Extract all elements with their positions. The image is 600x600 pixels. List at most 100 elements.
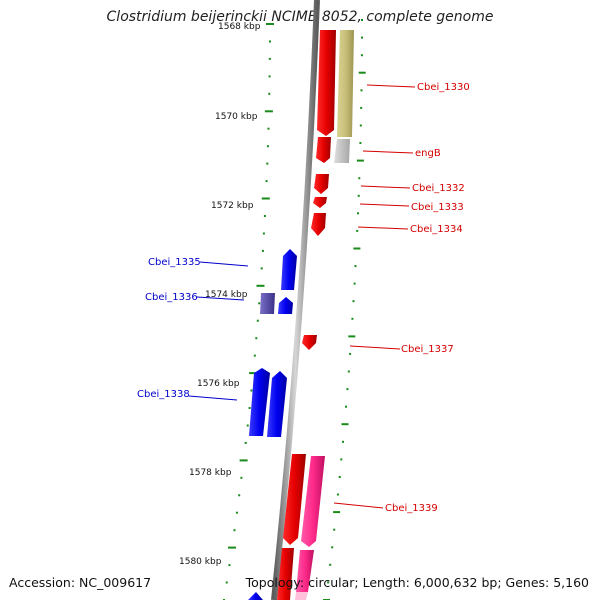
- topology-summary: Topology: circular; Length: 6,000,632 bp…: [245, 575, 589, 590]
- ring-tick: [346, 388, 349, 391]
- gene-cbei-1339[interactable]: [283, 454, 306, 545]
- inner-tick-ring: [223, 23, 274, 600]
- gene-cbei-1335[interactable]: [281, 249, 297, 290]
- genome-backbone: [271, 0, 320, 600]
- ring-tick: [260, 267, 263, 270]
- ring-tick: [351, 317, 354, 320]
- ring-tick: [253, 354, 256, 357]
- ring-tick: [228, 564, 231, 567]
- ring-tick: [329, 563, 332, 566]
- tick-label: 1580 kbp: [179, 557, 222, 567]
- ring-tick: [266, 23, 274, 25]
- ring-tick: [255, 337, 258, 340]
- ring-tick: [263, 215, 266, 217]
- ring-tick: [246, 424, 249, 427]
- gene-label: Cbei_1336: [145, 292, 198, 303]
- gene-cbei-1333[interactable]: [313, 197, 327, 208]
- ring-tick: [262, 232, 265, 235]
- ring-tick: [353, 282, 356, 285]
- gene-engb[interactable]: [316, 137, 331, 163]
- gene-partial-red[interactable]: [277, 548, 294, 600]
- ring-tick: [356, 229, 359, 232]
- ring-tick: [360, 89, 363, 92]
- ring-tick: [235, 511, 238, 514]
- position-ticks: 1568 kbp 1570 kbp 1572 kbp 1574 kbp 1576…: [179, 22, 261, 567]
- ring-tick: [256, 319, 259, 322]
- olive-feature: [337, 30, 354, 137]
- ring-tick: [358, 177, 361, 180]
- gene-cbei-1338[interactable]: [249, 368, 270, 436]
- ring-tick: [356, 159, 364, 162]
- gene-label: Cbei_1330: [417, 82, 470, 93]
- ring-tick: [359, 124, 362, 127]
- ring-tick: [269, 40, 271, 43]
- ring-tick: [267, 127, 270, 130]
- gene-label: Cbei_1338: [137, 389, 190, 400]
- ring-tick: [264, 110, 273, 113]
- ring-tick: [239, 459, 248, 462]
- ring-tick: [261, 249, 264, 252]
- gene-cbei-1330[interactable]: [317, 30, 336, 136]
- gene-cbei-1332[interactable]: [314, 174, 329, 194]
- grey-feature: [334, 139, 350, 163]
- gene-label: Cbei_1334: [410, 224, 463, 235]
- ring-tick: [360, 106, 363, 109]
- ring-tick: [228, 546, 236, 549]
- gene-label: Cbei_1333: [411, 202, 464, 213]
- pink-feature-light: [295, 592, 308, 600]
- ring-tick: [238, 494, 241, 497]
- ring-tick: [331, 546, 334, 549]
- ring-tick: [348, 335, 356, 338]
- purple-feature: [260, 293, 275, 314]
- ring-tick: [338, 476, 341, 478]
- ring-tick: [342, 440, 344, 443]
- gene-cbei-1334[interactable]: [311, 213, 326, 236]
- ring-tick: [268, 92, 271, 95]
- ring-tick: [359, 142, 362, 144]
- gene-cbei-1337[interactable]: [302, 335, 317, 350]
- gene-labels: Cbei_1330 engB Cbei_1332 Cbei_1333 Cbei_…: [137, 82, 470, 514]
- gene-label: Cbei_1332: [412, 183, 465, 194]
- ring-tick: [357, 194, 360, 197]
- ring-tick: [233, 529, 236, 532]
- ring-tick: [327, 581, 330, 584]
- ring-tick: [333, 528, 336, 531]
- ring-tick: [244, 441, 247, 444]
- ring-tick: [361, 36, 363, 39]
- ring-tick: [266, 162, 269, 165]
- ring-tick: [361, 19, 363, 21]
- gene-label: engB: [415, 148, 441, 159]
- ring-tick: [336, 493, 339, 496]
- ring-tick: [353, 247, 361, 250]
- ring-tick: [345, 405, 347, 408]
- ring-tick: [258, 302, 261, 305]
- ring-tick: [265, 180, 268, 183]
- gene-cbei-1336[interactable]: [278, 297, 293, 314]
- tick-label: 1574 kbp: [205, 290, 248, 300]
- ring-tick: [250, 389, 253, 392]
- ring-tick: [240, 476, 243, 479]
- ring-tick: [333, 511, 341, 514]
- ring-tick: [341, 423, 349, 426]
- map-title: Clostridium beijerinckii NCIMB 8052, com…: [106, 9, 494, 25]
- ring-tick: [358, 71, 366, 74]
- ring-tick: [268, 75, 271, 78]
- tick-label: 1576 kbp: [197, 379, 240, 389]
- ring-tick: [360, 54, 363, 57]
- forward-strand-genes: [248, 249, 297, 600]
- ring-tick: [349, 352, 352, 355]
- tick-label: 1578 kbp: [189, 468, 232, 478]
- ring-tick: [354, 265, 357, 268]
- gene-partial-blue[interactable]: [248, 592, 263, 600]
- ring-tick: [266, 145, 269, 148]
- tick-label: 1570 kbp: [215, 112, 258, 122]
- outer-features: [334, 30, 354, 163]
- reverse-strand-genes: [277, 30, 336, 600]
- gene-cbei-1338b[interactable]: [267, 371, 287, 437]
- accession-label: Accession: NC_009617: [9, 575, 152, 590]
- gene-label: Cbei_1339: [385, 503, 438, 514]
- ring-tick: [256, 284, 265, 287]
- ring-tick: [248, 407, 251, 409]
- pink-feature: [296, 550, 314, 592]
